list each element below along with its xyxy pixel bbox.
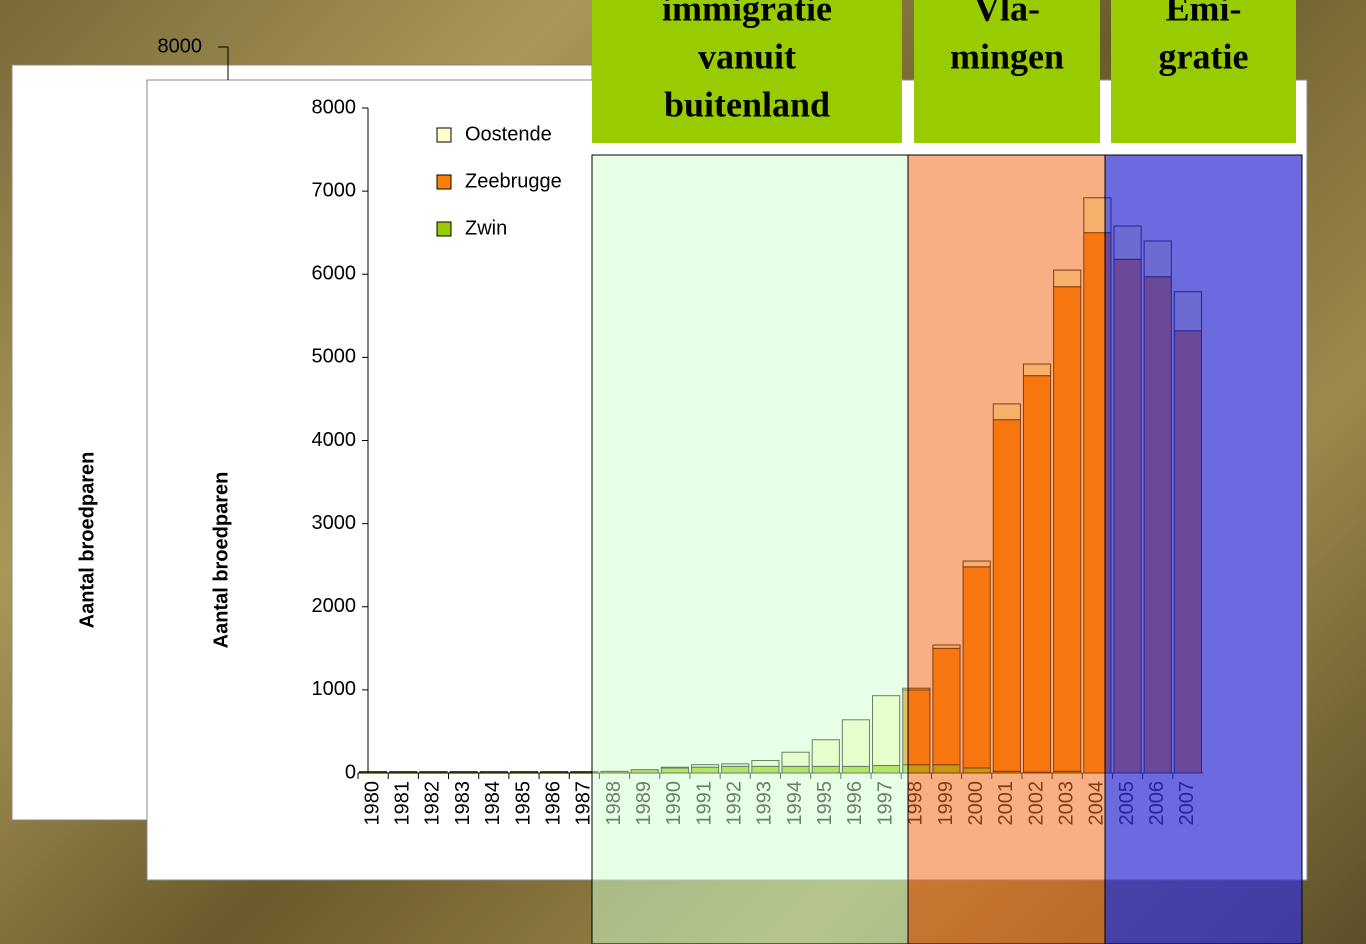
legend-swatch bbox=[436, 127, 452, 143]
period-shade bbox=[591, 154, 909, 944]
y-tick-label: 6000 bbox=[312, 263, 357, 285]
period-label: Emi- bbox=[1166, 0, 1242, 28]
x-tick-label: 1985 bbox=[512, 781, 534, 826]
bar-segment bbox=[479, 771, 508, 774]
y-tick-label: 5000 bbox=[312, 346, 357, 368]
y-tick-label: 4000 bbox=[312, 429, 357, 451]
period-box bbox=[914, 0, 1100, 143]
y-tick-label: 7000 bbox=[312, 179, 357, 201]
legend-label: Oostende bbox=[465, 123, 552, 145]
x-tick-label: 1981 bbox=[392, 781, 414, 826]
bar-segment bbox=[359, 771, 388, 774]
period-label: Vla- bbox=[974, 0, 1040, 28]
period-label: gratie bbox=[1159, 36, 1249, 76]
period-label: immigratie bbox=[662, 0, 832, 28]
period-box bbox=[592, 0, 902, 143]
legend-swatch bbox=[436, 174, 452, 190]
x-tick-label: 1982 bbox=[422, 781, 444, 826]
x-tick-label: 1983 bbox=[452, 781, 474, 826]
bar-segment bbox=[509, 771, 539, 774]
y-axis-label: Aantal broedparen bbox=[210, 472, 232, 649]
period-shade bbox=[907, 154, 1106, 944]
y-tick-label: 1000 bbox=[312, 678, 357, 700]
bar-segment bbox=[419, 771, 448, 774]
bar-segment bbox=[389, 771, 418, 774]
y-tick-label: 8000 bbox=[312, 96, 357, 118]
x-tick-label: 1987 bbox=[573, 781, 595, 826]
legend-label: Zwin bbox=[465, 217, 507, 239]
legend-swatch bbox=[436, 221, 452, 237]
bar-segment bbox=[449, 771, 478, 774]
period-label: mingen bbox=[950, 36, 1064, 76]
x-tick-label: 1986 bbox=[542, 781, 564, 826]
back-tick-label: 8000 bbox=[158, 35, 203, 57]
y-tick-label: 0 bbox=[345, 761, 356, 783]
x-tick-label: 1984 bbox=[482, 781, 504, 826]
period-box bbox=[1111, 0, 1296, 143]
back-y-label: Aantal broedparen bbox=[76, 452, 98, 629]
period-shade bbox=[1104, 154, 1303, 944]
bar-segment bbox=[540, 771, 569, 774]
period-label: vanuit bbox=[698, 36, 796, 76]
x-tick-label: 1980 bbox=[361, 781, 383, 826]
y-tick-label: 3000 bbox=[312, 512, 357, 534]
y-tick-label: 2000 bbox=[312, 595, 357, 617]
legend-label: Zeebrugge bbox=[465, 170, 562, 192]
period-label: buitenland bbox=[664, 84, 830, 124]
